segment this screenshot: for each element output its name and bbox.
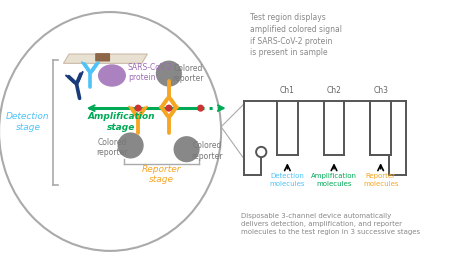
Text: Amplification
molecules: Amplification molecules [311,173,357,187]
Circle shape [165,105,172,112]
Circle shape [135,105,142,112]
Text: Colored
reporter: Colored reporter [191,141,223,161]
Text: Detection
molecules: Detection molecules [270,173,305,187]
Circle shape [256,147,266,157]
FancyBboxPatch shape [95,53,110,62]
Circle shape [197,105,204,112]
Text: Ch3: Ch3 [373,86,388,95]
Circle shape [156,60,182,87]
Circle shape [174,136,200,162]
Text: Detection
stage: Detection stage [6,112,50,132]
Polygon shape [63,54,148,63]
Text: Reporter
molecules: Reporter molecules [363,173,398,187]
Text: Ch1: Ch1 [280,86,295,95]
Text: Colored
reporter: Colored reporter [173,64,204,83]
Text: Amplification
stage: Amplification stage [88,112,155,132]
Text: Ch2: Ch2 [327,86,342,95]
Circle shape [117,132,144,158]
Text: Reporter
stage: Reporter stage [142,165,181,184]
Text: SARS-CoV-2
protein: SARS-CoV-2 protein [128,63,173,83]
Text: Colored
reporter: Colored reporter [96,138,128,157]
Ellipse shape [98,64,126,87]
Text: Test region displays
amplified colored signal
if SARS-CoV-2 protein
is present i: Test region displays amplified colored s… [250,13,342,57]
Text: Disposable 3-channel device automatically
delivers detection, amplification, and: Disposable 3-channel device automaticall… [241,213,420,235]
